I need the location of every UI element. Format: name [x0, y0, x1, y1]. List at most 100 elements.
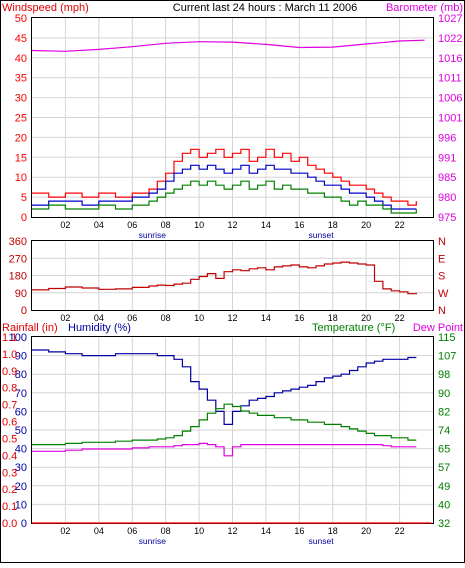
dir-y2-tick-label: N	[438, 236, 446, 248]
humidity-y-tick-label: 20	[15, 481, 27, 493]
wind-low-line	[32, 180, 417, 214]
dir-y-tick-label: 360	[9, 236, 27, 248]
dir-y2-tick-label: S	[438, 271, 445, 283]
humidity-y2-tick-label: 107	[438, 351, 456, 363]
climate-x-tick-label: 22	[395, 526, 405, 536]
climate-x-tick-label: 14	[261, 526, 271, 536]
dir-x-tick-label: 16	[294, 313, 304, 323]
humidity-y-tick-label: 10	[15, 499, 27, 511]
humidity-y2-tick-label: 82	[438, 406, 450, 418]
wind-x-tick-label: 08	[161, 220, 171, 230]
rainfall-label: Rainfall (in)	[2, 322, 58, 334]
wind-y2-tick-label: 996	[438, 132, 456, 144]
climate-x-tick-label: 08	[161, 526, 171, 536]
wind-y2-tick-label: 1016	[438, 53, 462, 65]
humidity-y-tick-label: 30	[15, 462, 27, 474]
wind-x-tick-label: 20	[361, 220, 371, 230]
wind-gust-line	[32, 148, 417, 206]
wind-x-tick-label: 02	[60, 220, 70, 230]
wind-y-tick-label: 25	[15, 113, 27, 125]
humidity-y2-tick-label: 74	[438, 425, 450, 437]
rain-y-tick-label: 0.2	[2, 484, 17, 496]
wind-y-tick-label: 0	[21, 212, 27, 224]
dir-x-tick-label: 18	[328, 313, 338, 323]
humidity-y-tick-label: 70	[15, 388, 27, 400]
dir-x-tick-label: 02	[60, 313, 70, 323]
rain-y-tick-label: 0.1	[2, 501, 17, 513]
dir-x-tick-label: 04	[94, 313, 104, 323]
wind-y2-tick-label: 1022	[438, 33, 462, 45]
temperature-line	[32, 403, 417, 446]
dir-y2-tick-label: E	[438, 253, 445, 265]
rain-y-tick-label: 0.3	[2, 467, 17, 479]
wind-x-tick-label: 04	[94, 220, 104, 230]
rain-y-tick-label: 0.7	[2, 400, 17, 412]
rain-y-tick-label: 1.0	[2, 349, 17, 361]
wind-y2-tick-label: 1006	[438, 93, 462, 105]
humidity-y-tick-label: 80	[15, 369, 27, 381]
climate-x-tick-label: 12	[227, 526, 237, 536]
grid-layer	[32, 18, 433, 523]
wind-x-tick-label: 10	[194, 220, 204, 230]
wind-direction-line	[32, 261, 417, 295]
wind-x-tick-label: 06	[127, 220, 137, 230]
climate-sunset-label: sunset	[309, 536, 335, 546]
barometer-line	[31, 39, 425, 52]
wind-x-tick-label: 22	[395, 220, 405, 230]
wind-y2-tick-label: 975	[438, 212, 456, 224]
wind-y2-tick-label: 1027	[438, 13, 462, 25]
wind-y-tick-label: 15	[15, 152, 27, 164]
wind-y-tick-label: 30	[15, 93, 27, 105]
dir-x-tick-label: 20	[361, 313, 371, 323]
wind-y-tick-label: 10	[15, 172, 27, 184]
humidity-line	[32, 349, 417, 425]
climate-x-tick-label: 18	[328, 526, 338, 536]
wind-x-tick-label: 16	[294, 220, 304, 230]
wind-y-tick-label: 35	[15, 73, 27, 85]
humidity-y2-tick-label: 32	[438, 518, 450, 530]
rain-y-tick-label: 0.8	[2, 383, 17, 395]
humidity-y2-tick-label: 90	[438, 388, 450, 400]
wind-y2-tick-label: 1011	[438, 73, 462, 85]
climate-x-tick-label: 04	[94, 526, 104, 536]
wind-y2-tick-label: 1001	[438, 113, 462, 125]
wind-x-tick-label: 12	[227, 220, 237, 230]
wind-y2-tick-label: 980	[438, 192, 456, 204]
humidity-label: Humidity (%)	[68, 322, 131, 334]
wind-y-tick-label: 5	[21, 192, 27, 204]
windspeed-label: Windspeed (mph)	[2, 2, 89, 14]
dir-x-tick-label: 08	[161, 313, 171, 323]
series-layer	[31, 39, 432, 524]
climate-x-tick-label: 20	[361, 526, 371, 536]
wind-x-tick-label: 18	[328, 220, 338, 230]
dir-y-tick-label: 90	[15, 288, 27, 300]
wind-y2-tick-label: 985	[438, 172, 456, 184]
dir-y2-tick-label: W	[438, 288, 449, 300]
humidity-y2-tick-label: 57	[438, 462, 450, 474]
rain-y-tick-label: 0.5	[2, 433, 17, 445]
humidity-y-tick-label: 100	[9, 332, 27, 344]
wind-sunrise-label: sunrise	[139, 230, 167, 240]
humidity-y-tick-label: 50	[15, 425, 27, 437]
wind-x-tick-label: 14	[261, 220, 271, 230]
dir-x-tick-label: 22	[395, 313, 405, 323]
panel-wind-frame	[31, 17, 434, 218]
dewpoint-line	[32, 442, 417, 457]
wind-y-tick-label: 45	[15, 33, 27, 45]
rain-y-tick-label: 0.6	[2, 417, 17, 429]
wind-sunset-label: sunset	[309, 230, 335, 240]
climate-x-tick-label: 16	[294, 526, 304, 536]
humidity-y2-tick-label: 115	[438, 332, 456, 344]
dir-x-tick-label: 10	[194, 313, 204, 323]
dir-y-tick-label: 270	[9, 253, 27, 265]
temperature-label: Temperature (°F)	[312, 322, 395, 334]
barometer-label: Barometer (mb)	[386, 2, 463, 14]
wind-y-tick-label: 50	[15, 13, 27, 25]
dir-y-tick-label: 0	[21, 305, 27, 317]
dir-x-tick-label: 12	[227, 313, 237, 323]
climate-x-tick-label: 10	[194, 526, 204, 536]
climate-x-tick-label: 02	[60, 526, 70, 536]
